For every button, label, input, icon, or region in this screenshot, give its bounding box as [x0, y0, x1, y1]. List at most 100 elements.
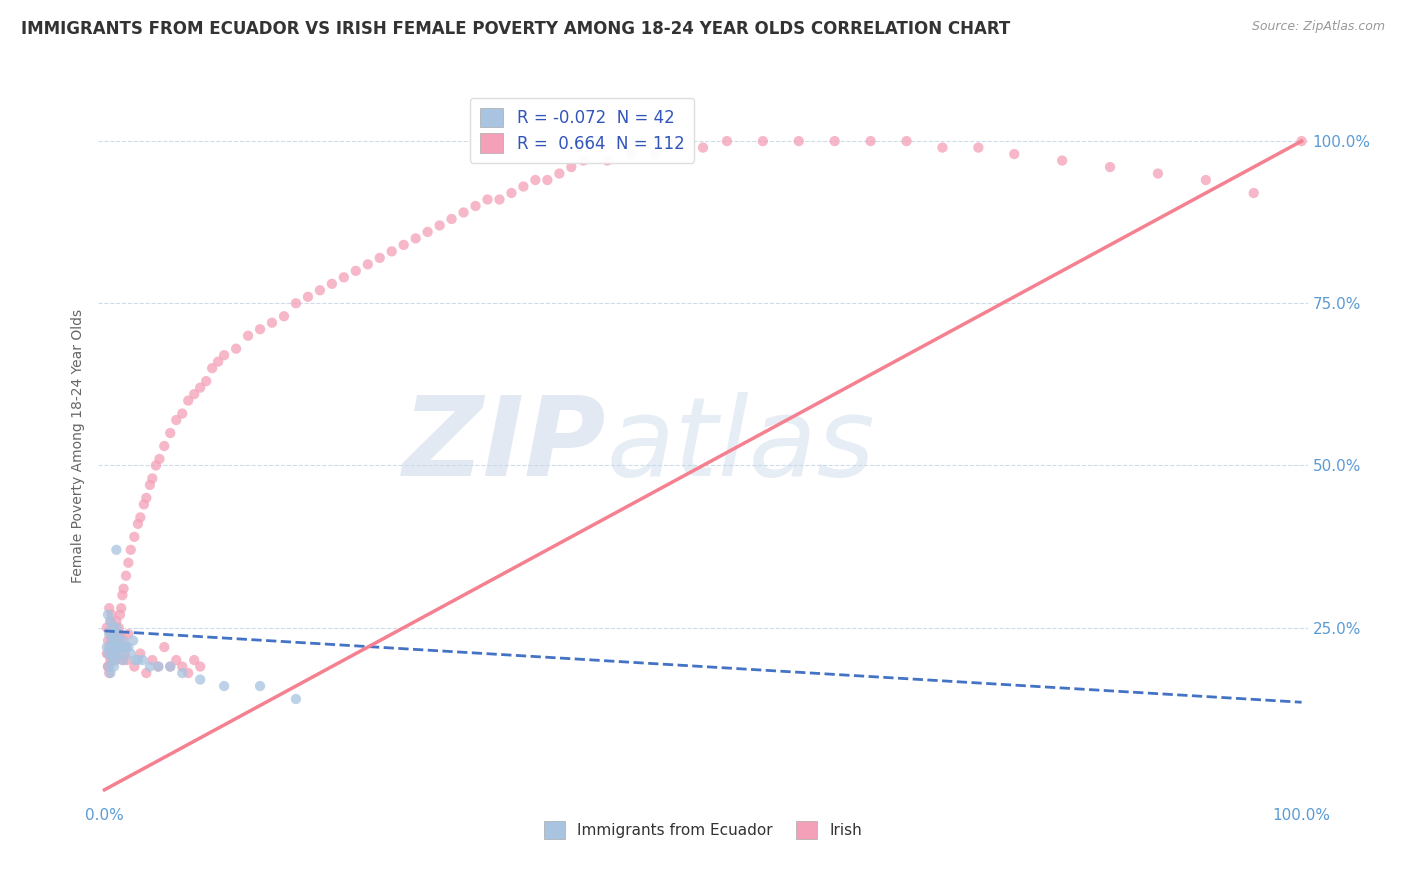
Point: [141, 471, 163, 485]
Point: [1002, 147, 1025, 161]
Point: [159, 659, 181, 673]
Point: [309, 283, 332, 297]
Point: [135, 666, 157, 681]
Point: [114, 647, 136, 661]
Point: [195, 374, 218, 388]
Point: [1195, 173, 1218, 187]
Text: IMMIGRANTS FROM ECUADOR VS IRISH FEMALE POVERTY AMONG 18-24 YEAR OLDS CORRELATIO: IMMIGRANTS FROM ECUADOR VS IRISH FEMALE …: [21, 20, 1011, 37]
Point: [97, 633, 120, 648]
Point: [1243, 186, 1265, 200]
Point: [107, 633, 129, 648]
Point: [103, 633, 125, 648]
Point: [115, 568, 138, 582]
Point: [100, 614, 122, 628]
Point: [97, 647, 120, 661]
Point: [105, 621, 128, 635]
Point: [96, 647, 118, 661]
Point: [135, 491, 157, 505]
Point: [100, 647, 122, 661]
Point: [159, 425, 181, 440]
Point: [716, 134, 738, 148]
Point: [572, 153, 595, 168]
Point: [100, 640, 122, 654]
Point: [405, 231, 427, 245]
Point: [97, 607, 120, 622]
Point: [236, 328, 259, 343]
Y-axis label: Female Poverty Among 18-24 Year Olds: Female Poverty Among 18-24 Year Olds: [70, 309, 84, 583]
Point: [107, 627, 129, 641]
Point: [512, 179, 534, 194]
Point: [859, 134, 882, 148]
Point: [111, 653, 134, 667]
Point: [139, 659, 162, 673]
Point: [183, 387, 205, 401]
Point: [101, 653, 124, 667]
Point: [107, 621, 129, 635]
Point: [148, 659, 170, 673]
Point: [105, 640, 128, 654]
Point: [120, 647, 142, 661]
Point: [98, 627, 121, 641]
Point: [188, 659, 211, 673]
Point: [165, 413, 187, 427]
Point: [249, 322, 271, 336]
Point: [524, 173, 547, 187]
Point: [101, 621, 124, 635]
Point: [357, 257, 380, 271]
Point: [548, 167, 571, 181]
Point: [145, 458, 167, 473]
Point: [107, 647, 129, 661]
Point: [381, 244, 404, 259]
Point: [668, 140, 690, 154]
Point: [124, 530, 146, 544]
Point: [112, 582, 135, 596]
Point: [100, 653, 122, 667]
Point: [692, 140, 714, 154]
Point: [596, 153, 619, 168]
Point: [153, 439, 176, 453]
Point: [824, 134, 846, 148]
Point: [97, 659, 120, 673]
Point: [201, 361, 224, 376]
Point: [207, 354, 229, 368]
Point: [101, 627, 124, 641]
Point: [177, 393, 200, 408]
Point: [107, 627, 129, 641]
Point: [117, 640, 139, 654]
Point: [132, 497, 155, 511]
Point: [501, 186, 523, 200]
Point: [429, 219, 451, 233]
Point: [111, 588, 134, 602]
Point: [188, 673, 211, 687]
Point: [896, 134, 918, 148]
Point: [117, 627, 139, 641]
Point: [124, 653, 146, 667]
Point: [98, 666, 121, 681]
Point: [124, 659, 146, 673]
Point: [100, 647, 122, 661]
Point: [1291, 134, 1313, 148]
Text: ZIP: ZIP: [402, 392, 606, 500]
Point: [153, 640, 176, 654]
Point: [183, 653, 205, 667]
Point: [440, 211, 463, 226]
Point: [172, 659, 194, 673]
Point: [453, 205, 475, 219]
Point: [536, 173, 558, 187]
Point: [104, 633, 127, 648]
Point: [1147, 167, 1170, 181]
Point: [104, 653, 127, 667]
Point: [114, 640, 136, 654]
Point: [368, 251, 391, 265]
Point: [477, 193, 499, 207]
Point: [100, 614, 122, 628]
Point: [392, 238, 415, 252]
Text: atlas: atlas: [606, 392, 875, 500]
Point: [105, 647, 128, 661]
Point: [172, 666, 194, 681]
Point: [108, 627, 131, 641]
Point: [620, 147, 643, 161]
Point: [100, 627, 122, 641]
Point: [98, 659, 121, 673]
Point: [96, 640, 118, 654]
